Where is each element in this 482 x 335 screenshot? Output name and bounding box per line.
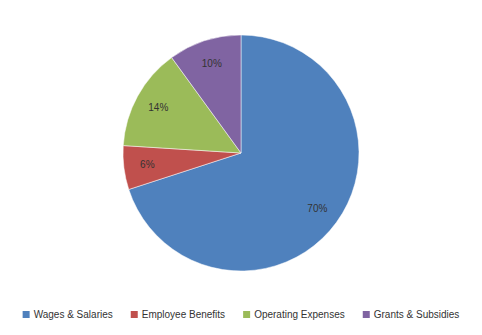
pie [123, 35, 359, 271]
data-label: 14% [148, 102, 168, 113]
legend-label: Grants & Subsidies [374, 309, 460, 320]
legend-item: Employee Benefits [131, 309, 225, 320]
slice [123, 146, 241, 190]
data-labels: 70% 6% 14% 10% [140, 58, 327, 214]
legend: Wages & Salaries Employee Benefits Operati… [23, 309, 460, 320]
slice [172, 35, 241, 153]
legend-swatch [23, 311, 30, 318]
legend-item: Wages & Salaries [23, 309, 113, 320]
chart: 70% 6% 14% 10% Wages & Salaries Employee Bene… [0, 0, 482, 335]
legend-label: Operating Expenses [254, 309, 345, 320]
data-label: 6% [140, 159, 155, 170]
legend-swatch [363, 311, 370, 318]
data-label: 70% [307, 203, 327, 214]
legend-item: Operating Expenses [243, 309, 345, 320]
legend-swatch [243, 311, 250, 318]
legend-label: Wages & Salaries [34, 309, 113, 320]
legend-label: Employee Benefits [142, 309, 225, 320]
data-label: 10% [202, 58, 222, 69]
legend-swatch [131, 311, 138, 318]
legend-item: Grants & Subsidies [363, 309, 460, 320]
